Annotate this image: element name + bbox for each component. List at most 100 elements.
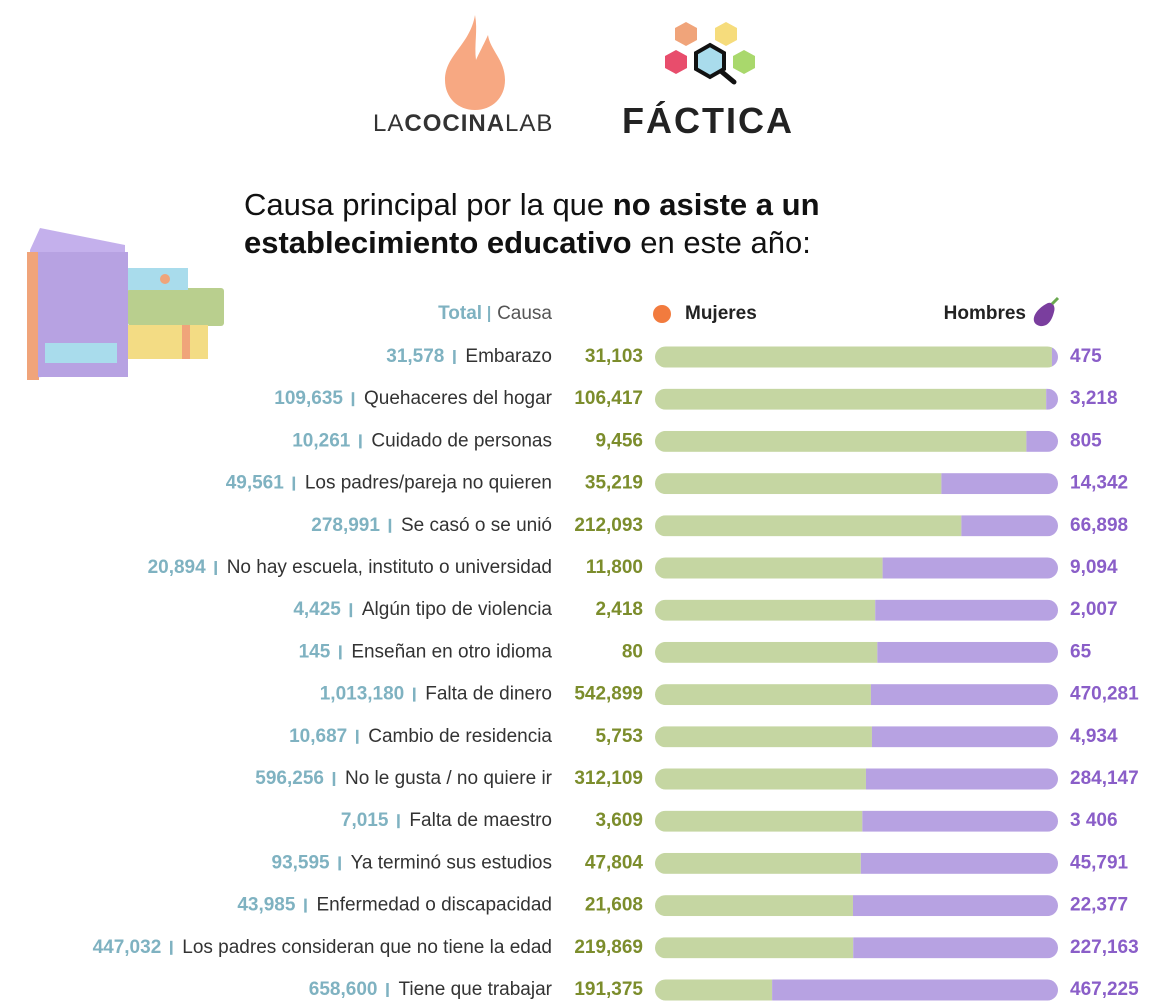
bar-segment: [861, 853, 1058, 874]
bar-segment: [871, 684, 1058, 705]
bar-segment: [941, 473, 1058, 494]
category-label: Los padres/pareja no quieren: [305, 473, 552, 494]
bar-segment: [961, 515, 1058, 536]
value-label: 47,804: [585, 852, 644, 873]
bar-segment: [877, 642, 1058, 663]
value-label: 2,007: [1070, 599, 1118, 620]
brand-factica: FÁCTICA: [622, 100, 794, 142]
page: Causa Total Mujeres Hombres Embarazo 31,578 31…: [0, 0, 1149, 1005]
eggplant-icon: [1034, 303, 1055, 326]
total-label: 10,261: [292, 430, 351, 451]
category-label: Se casó o se unió: [401, 515, 552, 536]
brand-lacocinalab: LACOCINALAB: [373, 110, 553, 138]
total-label: 49,561: [226, 473, 285, 494]
value-label: 475: [1070, 346, 1102, 367]
value-label: 14,342: [1070, 473, 1128, 494]
value-label: 45,791: [1070, 852, 1129, 873]
bar-segment: [655, 515, 961, 536]
value-label: 227,163: [1070, 937, 1139, 958]
total-label: 10,687: [289, 726, 347, 747]
value-label: 106,417: [574, 388, 643, 409]
category-label: Cambio de residencia: [368, 726, 552, 747]
bar-segment: [655, 937, 853, 958]
bar-segment: [655, 347, 1052, 368]
bar-segment: [655, 853, 861, 874]
bar-segment: [853, 895, 1058, 916]
total-label: 4,425: [293, 599, 341, 620]
category-label: Los padres consideran que no tiene la ed…: [182, 937, 552, 958]
bar-segment: [655, 558, 883, 579]
category-label: Quehaceres del hogar: [364, 388, 553, 409]
flame-logo: [445, 15, 505, 110]
total-header: Total: [438, 303, 482, 324]
category-label: Enfermedad o discapacidad: [316, 895, 552, 916]
value-label: 11,800: [586, 557, 643, 578]
value-label: 805: [1070, 430, 1102, 451]
bar-segment: [655, 726, 872, 747]
value-label: 467,225: [1070, 979, 1139, 1000]
value-label: 212,093: [574, 515, 643, 536]
brand-part: LAB: [505, 110, 553, 137]
value-label: 284,147: [1070, 768, 1139, 789]
value-label: 80: [622, 641, 643, 662]
category-label: Algún tipo de violencia: [362, 599, 553, 620]
bar-segment: [875, 600, 1058, 621]
bar-segment: [655, 811, 862, 832]
factica-logo: [665, 22, 755, 82]
total-label: 109,635: [274, 388, 343, 409]
brand-part: COCINA: [404, 110, 505, 137]
bar-segment: [655, 895, 853, 916]
category-label: Falta de dinero: [425, 684, 552, 705]
bar-segment: [655, 769, 866, 790]
bar-segment: [1046, 389, 1058, 410]
bar-segment: [655, 684, 871, 705]
category-label: Ya terminó sus estudios: [351, 852, 552, 873]
category-label: No hay escuela, instituto o universidad: [227, 557, 552, 578]
bar-segment: [853, 937, 1058, 958]
value-label: 470,281: [1070, 684, 1139, 705]
total-label: 278,991: [311, 515, 380, 536]
value-label: 9,094: [1070, 557, 1118, 578]
bar-segment: [655, 473, 941, 494]
peach-icon: [653, 305, 671, 323]
category-header: Causa: [497, 303, 552, 324]
bar-segment: [655, 642, 877, 663]
category-label: Enseñan en otro idioma: [351, 641, 552, 662]
value-label: 3 406: [1070, 810, 1118, 831]
brand-part: LA: [373, 110, 404, 137]
total-label: 20,894: [148, 557, 207, 578]
total-label: 1,013,180: [320, 684, 405, 705]
total-label: 145: [299, 641, 331, 662]
eggplant-stem: [1052, 298, 1058, 304]
legend-entry: Mujeres: [685, 303, 757, 324]
value-label: 65: [1070, 641, 1092, 662]
total-label: 43,985: [237, 895, 296, 916]
value-label: 66,898: [1070, 515, 1128, 536]
value-label: 9,456: [595, 430, 643, 451]
total-label: 447,032: [93, 937, 162, 958]
value-label: 191,375: [574, 979, 643, 1000]
bar-segment: [655, 389, 1046, 410]
bar-segment: [772, 980, 1058, 1001]
value-label: 312,109: [574, 768, 643, 789]
legend-entry: Hombres: [944, 303, 1026, 324]
bar-segment: [655, 600, 875, 621]
total-label: 658,600: [309, 979, 378, 1000]
value-label: 22,377: [1070, 895, 1128, 916]
bar-segment: [655, 431, 1026, 452]
total-label: 31,578: [386, 346, 444, 367]
bar-segment: [872, 726, 1058, 747]
bar-segment: [655, 980, 772, 1001]
value-label: 3,218: [1070, 388, 1118, 409]
category-label: Embarazo: [465, 346, 552, 367]
total-label: 93,595: [272, 852, 331, 873]
category-label: Tiene que trabajar: [398, 979, 552, 1000]
bar-segment: [1052, 347, 1058, 368]
value-label: 2,418: [595, 599, 643, 620]
chart: Causa Total Mujeres Hombres Embarazo 31,578 31…: [0, 0, 1149, 1005]
category-label: Cuidado de personas: [371, 430, 552, 451]
title-part: Causa principal por la que: [244, 187, 613, 222]
total-label: 7,015: [341, 810, 389, 831]
value-label: 31,103: [585, 346, 643, 367]
title-part: en este año:: [632, 225, 811, 260]
